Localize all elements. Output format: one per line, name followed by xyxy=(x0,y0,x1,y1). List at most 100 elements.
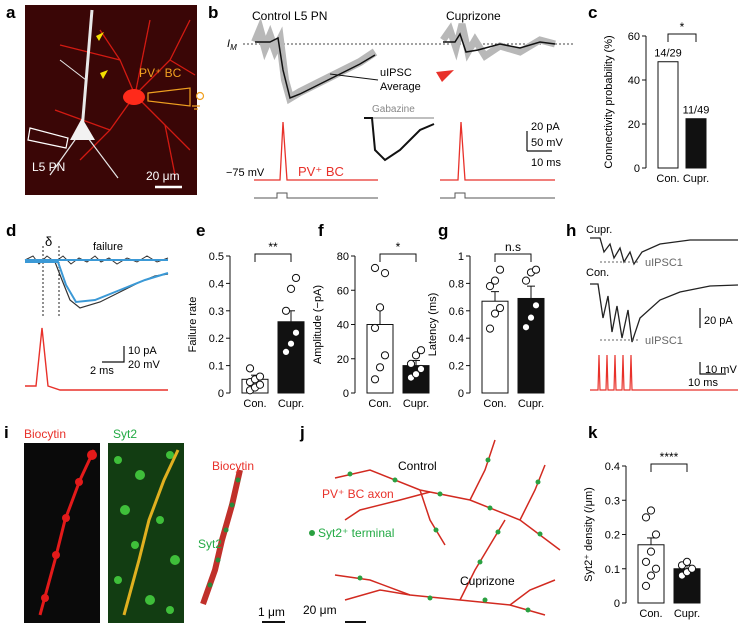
data-point-f xyxy=(375,363,385,372)
sig-bracket-c xyxy=(667,33,697,42)
pipette-left xyxy=(10,121,69,149)
stim-step-control xyxy=(254,192,378,199)
y-tick-label-f: 0 xyxy=(343,388,349,400)
arrowhead-yellow-1 xyxy=(96,32,104,41)
data-point-g xyxy=(521,276,531,285)
bar-f-0 xyxy=(366,324,394,394)
pipette-right xyxy=(147,87,205,110)
category-label-g: Cupr. xyxy=(518,398,544,410)
ap-train-trace xyxy=(590,354,738,391)
category-label-k: Cupr. xyxy=(674,608,700,620)
data-point-k xyxy=(687,564,697,573)
micrograph-a xyxy=(25,5,197,195)
scale-bar-h-mv xyxy=(699,362,726,375)
chart-c: 0 20 40 60 Connectivity probability (%) 14/29… xyxy=(603,20,709,185)
scale-mv-d: 20 mV xyxy=(128,359,160,371)
scale-pa-d: 10 pA xyxy=(128,345,157,357)
average-label: Average xyxy=(380,81,421,93)
y-tick-label-f: 40 xyxy=(337,320,349,332)
panel-letter-c: c xyxy=(588,3,597,22)
y-tick-label-c: 20 xyxy=(628,119,640,131)
syt2-arrow-label: Syt2 xyxy=(198,537,222,551)
y-tick-label-g: 0.2 xyxy=(449,361,464,373)
panel-letter-b: b xyxy=(208,3,218,22)
data-point-k xyxy=(641,513,651,522)
y-tick-label-e: 0.2 xyxy=(209,333,224,345)
bar-g-1 xyxy=(517,297,545,394)
im-label: IM xyxy=(227,38,237,52)
cupri-label-h: Cupr. xyxy=(586,224,612,236)
y-tick-label-e: 0 xyxy=(218,388,224,400)
data-point-k xyxy=(646,571,656,580)
panel-letter-j: j xyxy=(299,423,305,442)
data-point-e xyxy=(281,347,291,356)
y-axis-label-g: Latency (ms) xyxy=(427,293,439,357)
sig-label-g: n.s xyxy=(505,240,521,254)
y-tick-label-c: 40 xyxy=(628,75,640,87)
scale-bar-b xyxy=(526,131,552,152)
data-point-k xyxy=(641,581,651,590)
y-axis-label-k: Syt2⁺ density (/μm) xyxy=(583,487,595,582)
category-label-k: Con. xyxy=(639,608,662,620)
data-point-e xyxy=(281,306,291,315)
chart-f: 0 20 40 60 80 Amplitude (−pA) Con. Cupr. * xyxy=(312,240,430,410)
uipsc-fit xyxy=(25,261,169,304)
data-point-f xyxy=(416,346,426,355)
y-tick-label-k: 0 xyxy=(614,598,620,610)
y-tick-label-f: 20 xyxy=(337,354,349,366)
y-tick-label-c: 60 xyxy=(628,31,640,43)
scale-label-i: 1 μm xyxy=(258,605,285,619)
biocytin-arrow-label: Biocytin xyxy=(212,459,254,473)
y-tick-label-g: 0.8 xyxy=(449,278,464,290)
data-point-g xyxy=(531,265,541,274)
data-point-e xyxy=(286,284,296,293)
scale-label-a: 20 μm xyxy=(146,169,180,183)
data-point-e xyxy=(291,273,301,283)
y-tick-label-k: 0.2 xyxy=(605,530,620,542)
bar-label-c: 11/49 xyxy=(683,105,710,117)
data-point-g xyxy=(531,301,541,310)
chart-g: 0 0.2 0.4 0.6 0.8 1 Latency (ms) Con. Cupr. n.s xyxy=(427,240,545,410)
y-tick-label-k: 0.1 xyxy=(605,564,620,576)
panel-letter-f: f xyxy=(318,221,324,240)
panel-letter-d: d xyxy=(6,221,16,240)
chart-k: 0 0.1 0.2 0.3 0.4 Syt2⁺ density (/μm) Con. Cupr… xyxy=(583,450,701,620)
failure-label: failure xyxy=(93,241,123,253)
data-point-k xyxy=(651,530,661,539)
data-point-g xyxy=(495,265,505,274)
scale-ms-b: 10 ms xyxy=(531,157,561,169)
syt2-terminals-j xyxy=(347,457,543,613)
y-axis-label-f: Amplitude (−pA) xyxy=(312,285,324,364)
data-point-f xyxy=(380,351,390,360)
data-point-f xyxy=(411,370,421,379)
terminal-label-j: Syt2⁺ terminal xyxy=(318,526,394,540)
sig-bracket-k xyxy=(650,463,688,472)
pv-bc-label: PV⁺ BC xyxy=(139,66,182,80)
data-point-f xyxy=(380,269,390,278)
bar-label-c: 14/29 xyxy=(654,48,682,60)
bar-charts: 0 20 40 60 Connectivity probability (%) 14/29… xyxy=(187,20,709,620)
sig-bracket-f xyxy=(379,253,417,262)
data-point-k xyxy=(646,506,656,515)
cupri-label-j: Cuprizone xyxy=(460,574,515,588)
data-point-f xyxy=(370,323,380,333)
l5-pn-soma xyxy=(70,118,95,140)
merged-axon xyxy=(122,449,180,616)
panel-letter-g: g xyxy=(438,221,448,240)
panel-letter-h: h xyxy=(566,221,576,240)
chart-e: 0 0.1 0.2 0.3 0.4 0.5 Failure rate Con. Cupr. ** xyxy=(187,240,305,410)
panel-letter-i: i xyxy=(4,423,9,442)
scale-ms-d: 2 ms xyxy=(90,365,114,377)
uipsc1-cupri-label: uIPSC1 xyxy=(645,257,683,269)
syt2-title: Syt2 xyxy=(113,427,137,441)
data-point-g xyxy=(521,323,531,332)
data-point-f xyxy=(416,364,426,374)
data-point-f xyxy=(375,303,385,312)
y-tick-label-g: 0 xyxy=(458,388,464,400)
data-point-g xyxy=(526,313,536,322)
sig-label-f: * xyxy=(396,240,401,254)
control-axon-tree xyxy=(334,439,561,551)
y-tick-label-e: 0.5 xyxy=(209,251,224,263)
category-label-f: Cupr. xyxy=(403,398,429,410)
panel-letter-a: a xyxy=(6,3,16,22)
